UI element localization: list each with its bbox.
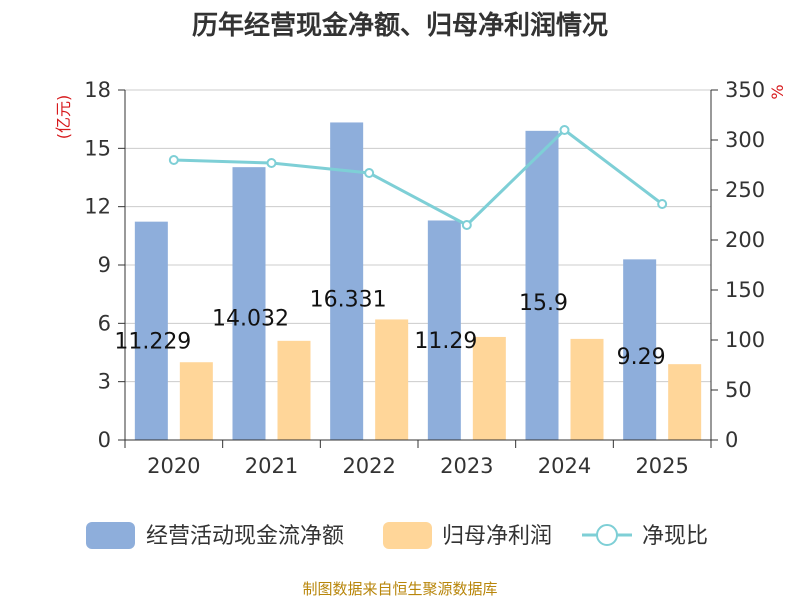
legend-swatch-net-profit: [383, 522, 432, 549]
y-left-tick-label: 0: [98, 428, 111, 452]
y-left-tick-label: 18: [84, 78, 111, 102]
bar-op-cash: [134, 221, 168, 440]
bar-net-profit: [179, 362, 213, 440]
x-tick-label: 2025: [635, 454, 688, 478]
bar-net-profit: [277, 340, 311, 440]
y-left-tick-label: 15: [84, 136, 111, 160]
legend-label-ratio: 净现比: [642, 524, 708, 549]
y-right-tick-label: 250: [725, 178, 765, 202]
y-right-tick-label: 300: [725, 128, 765, 152]
legend-label-net-profit: 归母净利润: [442, 524, 552, 549]
point-cash-ratio: [657, 199, 668, 209]
data-label-op-cash: 15.9: [519, 291, 568, 316]
y-right-tick-label: 200: [725, 228, 765, 252]
x-tick-label: 2020: [147, 454, 200, 478]
bar-op-cash: [623, 259, 657, 440]
bar-op-cash: [525, 130, 559, 441]
y-left-tick-label: 3: [98, 370, 111, 394]
source-note: 制图数据来自恒生聚源数据库: [302, 580, 497, 598]
y-right-tick-label: 150: [725, 278, 765, 302]
bar-op-cash: [232, 167, 266, 440]
y-right-tick-label: 100: [725, 328, 765, 352]
y-left-unit-label: (亿元): [54, 95, 73, 140]
data-label-op-cash: 16.331: [310, 288, 387, 313]
x-tick-label: 2021: [245, 454, 298, 478]
legend-label-op-cash: 经营活动现金流净额: [146, 524, 344, 549]
bar-op-cash: [330, 122, 364, 441]
data-label-op-cash: 11.229: [114, 329, 191, 354]
point-cash-ratio: [461, 220, 472, 230]
point-cash-ratio: [168, 155, 179, 165]
y-left-tick-label: 6: [98, 311, 111, 335]
line-cash-ratio: [173, 128, 664, 227]
y-left-tick-label: 9: [98, 253, 111, 277]
point-cash-ratio: [364, 168, 375, 178]
bar-op-cash: [427, 220, 461, 440]
bar-net-profit: [668, 364, 702, 440]
legend-swatch-op-cash: [86, 522, 135, 549]
y-right-unit-label: %: [768, 84, 787, 99]
y-right-tick-label: 50: [725, 378, 752, 402]
x-tick-label: 2022: [342, 454, 395, 478]
legend-swatch-ratio-marker: [596, 524, 618, 546]
data-label-op-cash: 9.29: [617, 345, 666, 370]
point-cash-ratio: [559, 125, 570, 135]
point-cash-ratio: [266, 158, 277, 168]
chart-title: 历年经营现金净额、归母净利润情况: [192, 10, 608, 41]
y-left-tick-label: 12: [84, 195, 111, 219]
data-label-op-cash: 14.032: [212, 306, 289, 331]
bar-net-profit: [375, 319, 409, 440]
bar-net-profit: [570, 338, 604, 440]
y-right-tick-label: 350: [725, 78, 765, 102]
y-right-tick-label: 0: [725, 428, 738, 452]
bar-net-profit: [472, 336, 506, 440]
x-tick-label: 2023: [440, 454, 493, 478]
data-label-op-cash: 11.29: [414, 329, 477, 354]
x-tick-label: 2024: [538, 454, 591, 478]
